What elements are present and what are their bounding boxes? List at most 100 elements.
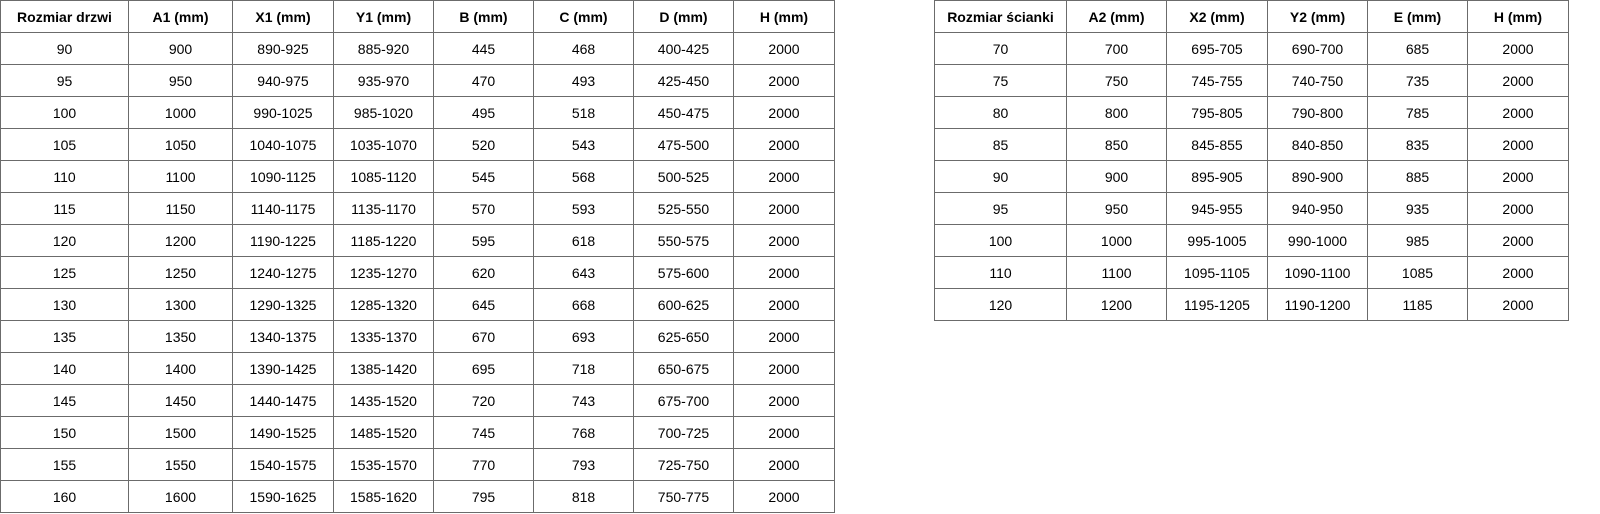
table-row: 140 1400 1390-1425 1385-1420 695 718 650-675 20… [0,352,835,385]
wall-size-table: Rozmiar ścianki A2 (mm) X2 (mm) Y2 (mm) E (m… [934,0,1569,321]
table-cell: 700 [1066,32,1167,65]
table-cell: 850 [1066,128,1167,161]
table-cell: 620 [433,256,534,289]
table-cell: 140 [0,352,129,385]
table-cell: 2000 [733,96,835,129]
table-cell: 160 [0,480,129,513]
table-cell: 130 [0,288,129,321]
table-cell: 1095-1105 [1166,256,1268,289]
table-cell: 1100 [1066,256,1167,289]
table-cell: 450-475 [633,96,734,129]
table-cell: 135 [0,320,129,353]
table-row: 160 1600 1590-1625 1585-1620 795 818 750-775 20… [0,480,835,513]
table-row: 155 1550 1540-1575 1535-1570 770 793 725-750 20… [0,448,835,481]
table-row: 85 850 845-855 840-850 835 2000 [934,128,1569,161]
table-cell: 935-970 [333,64,434,97]
table-row: 105 1050 1040-1075 1035-1070 520 543 475-500 20… [0,128,835,161]
table-cell: 650-675 [633,352,734,385]
table-cell: 685 [1367,32,1468,65]
table-cell: 2000 [1467,64,1569,97]
table-cell: 120 [0,224,129,257]
table-cell: 120 [934,288,1067,321]
table-cell: 1240-1275 [232,256,334,289]
table-cell: 675-700 [633,384,734,417]
table-cell: 75 [934,64,1067,97]
table-cell: 400-425 [633,32,734,65]
table-cell: 750-775 [633,480,734,513]
table-cell: 2000 [733,352,835,385]
table-cell: 645 [433,288,534,321]
column-header: Y1 (mm) [333,0,434,33]
table-row: 130 1300 1290-1325 1285-1320 645 668 600-625 20… [0,288,835,321]
table-cell: 695 [433,352,534,385]
table-cell: 795 [433,480,534,513]
table-cell: 1090-1100 [1267,256,1368,289]
table-cell: 1000 [1066,224,1167,257]
table-cell: 2000 [733,64,835,97]
table-cell: 493 [533,64,634,97]
table-cell: 985 [1367,224,1468,257]
table-row: 95 950 945-955 940-950 935 2000 [934,192,1569,225]
table-cell: 543 [533,128,634,161]
table-cell: 1490-1525 [232,416,334,449]
table-cell: 475-500 [633,128,734,161]
table-cell: 643 [533,256,634,289]
table-cell: 1000 [128,96,233,129]
column-header: H (mm) [733,0,835,33]
table-cell: 568 [533,160,634,193]
table-cell: 1185-1220 [333,224,434,257]
table-cell: 768 [533,416,634,449]
table-cell: 718 [533,352,634,385]
table-cell: 1535-1570 [333,448,434,481]
table-cell: 700-725 [633,416,734,449]
table-cell: 885 [1367,160,1468,193]
table-cell: 1100 [128,160,233,193]
table-cell: 1590-1625 [232,480,334,513]
table-cell: 2000 [733,384,835,417]
table-cell: 1400 [128,352,233,385]
table-cell: 110 [934,256,1067,289]
table-cell: 2000 [1467,288,1569,321]
table-cell: 90 [934,160,1067,193]
table-cell: 150 [0,416,129,449]
table-cell: 745-755 [1166,64,1268,97]
table-cell: 1250 [128,256,233,289]
table-cell: 115 [0,192,129,225]
table-cell: 1185 [1367,288,1468,321]
table-cell: 1200 [128,224,233,257]
table-row: 75 750 745-755 740-750 735 2000 [934,64,1569,97]
table-cell: 468 [533,32,634,65]
table-row: 145 1450 1440-1475 1435-1520 720 743 675-700 20… [0,384,835,417]
column-header: H (mm) [1467,0,1569,33]
table-cell: 570 [433,192,534,225]
table-cell: 445 [433,32,534,65]
table-cell: 2000 [733,480,835,513]
table-cell: 1195-1205 [1166,288,1268,321]
table-cell: 1550 [128,448,233,481]
table-row: 70 700 695-705 690-700 685 2000 [934,32,1569,65]
column-header: C (mm) [533,0,634,33]
table-cell: 985-1020 [333,96,434,129]
table-cell: 945-955 [1166,192,1268,225]
table-cell: 1500 [128,416,233,449]
table-cell: 750 [1066,64,1167,97]
table-cell: 890-900 [1267,160,1368,193]
table-cell: 845-855 [1166,128,1268,161]
table-cell: 895-905 [1166,160,1268,193]
table-row: 95 950 940-975 935-970 470 493 425-450 2000 [0,64,835,97]
table-row: 115 1150 1140-1175 1135-1170 570 593 525-550 20… [0,192,835,225]
table-cell: 1335-1370 [333,320,434,353]
table-cell: 840-850 [1267,128,1368,161]
table-cell: 940-975 [232,64,334,97]
column-header: Rozmiar drzwi [0,0,129,33]
table-cell: 725-750 [633,448,734,481]
table-cell: 518 [533,96,634,129]
table-cell: 1150 [128,192,233,225]
table-cell: 1085 [1367,256,1468,289]
table-cell: 940-950 [1267,192,1368,225]
table-row: 110 1100 1090-1125 1085-1120 545 568 500-525 20… [0,160,835,193]
table-cell: 90 [0,32,129,65]
column-header: A1 (mm) [128,0,233,33]
table-cell: 2000 [1467,96,1569,129]
table-cell: 105 [0,128,129,161]
